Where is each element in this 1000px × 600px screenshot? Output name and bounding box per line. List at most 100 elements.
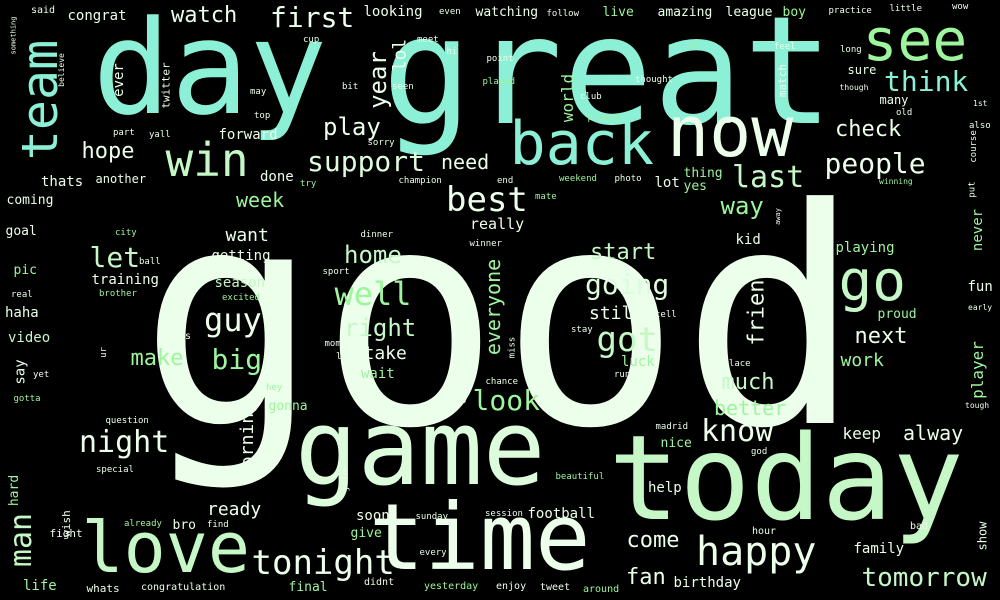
word-better: better [714, 396, 787, 420]
word-tell: tell [655, 309, 677, 320]
word-tough: tough [965, 401, 990, 410]
word-football: football [527, 506, 595, 522]
word-let: let [89, 241, 141, 274]
word-ur: ur [98, 346, 109, 358]
word-need: need [441, 150, 490, 174]
word-now: now [667, 91, 794, 173]
word-point: point [486, 53, 514, 64]
word-world: world [558, 73, 578, 123]
word-vs: vs [688, 40, 700, 51]
word-luck: luck [621, 354, 655, 370]
word-tweet: tweet [540, 582, 571, 593]
word-even: even [439, 6, 461, 17]
word-photo: photo [614, 173, 642, 184]
word-old: old [896, 107, 913, 118]
word-winner: winner [469, 238, 503, 249]
word-follow: follow [546, 8, 580, 19]
word-show: show [974, 521, 989, 551]
word-really: really [470, 214, 525, 233]
word-played: played [482, 76, 516, 87]
word-alway: alway [903, 421, 964, 445]
word-join: join [340, 469, 351, 491]
word-ball: ball [139, 256, 161, 267]
word-year: year [363, 51, 392, 109]
word-already: already [124, 518, 162, 529]
word-thought: thought [635, 74, 673, 85]
word-playing: playing [835, 240, 895, 256]
word-dinner: dinner [360, 229, 394, 240]
word-home: home [344, 241, 402, 269]
word-club: club [580, 91, 602, 102]
word-start: start [590, 240, 657, 265]
word-god: god [751, 446, 768, 457]
word-another: another [95, 172, 147, 186]
word-practice: practice [828, 5, 872, 16]
word-big: big [211, 343, 263, 376]
word-people: people [824, 147, 926, 180]
word-yet: yet [33, 369, 50, 380]
word-ever: ever [110, 63, 127, 97]
word-yes: yes [683, 178, 707, 194]
word-player: player [967, 341, 987, 399]
word-twitter: twitter [159, 61, 173, 109]
word-miss: miss [507, 336, 518, 358]
word-sunday: sunday [415, 511, 449, 522]
word-excited: excited [222, 292, 260, 303]
word-weekend: weekend [559, 173, 597, 184]
word-around: around [583, 584, 620, 595]
word-support: support [307, 145, 426, 178]
word-sure: sure [847, 63, 877, 77]
word-haha: haha [5, 305, 39, 321]
word-run: run [614, 369, 631, 380]
word-yesterday: yesterday [424, 581, 479, 592]
word-course: course [968, 129, 979, 163]
word-bit: bit [342, 81, 359, 92]
word-fight: fight [49, 526, 83, 540]
word-watching: watching [475, 4, 539, 20]
word-cup: cup [303, 34, 320, 45]
word-going: going [585, 268, 670, 301]
word-wish: wish [59, 509, 73, 537]
word-away: away [773, 207, 782, 225]
word-gonna: gonna [268, 398, 308, 414]
word-great: great [382, 0, 834, 159]
word-happy: happy [696, 529, 817, 575]
word-match: match [775, 63, 789, 97]
word-morning: morning [236, 402, 258, 478]
word-hope: hope [81, 139, 135, 164]
word-special: special [96, 464, 134, 475]
word-also: also [969, 120, 991, 131]
word-time: time [369, 484, 591, 591]
word-mate: mate [535, 191, 557, 202]
word-united: united [572, 263, 606, 274]
word-every: every [419, 547, 447, 558]
word-hour: hour [752, 526, 777, 537]
word-session: session [485, 508, 523, 519]
word-winning: winning [879, 177, 913, 186]
word-look: look [472, 384, 540, 417]
word-league: league [725, 4, 773, 20]
word-little: little [889, 3, 923, 14]
word-may: may [250, 86, 267, 97]
word-life: life [23, 578, 57, 594]
word-last: last [732, 160, 805, 195]
word-lol: lol [388, 38, 410, 72]
word-watch: watch [171, 3, 238, 28]
word-stay: stay [571, 324, 593, 335]
word-place: place [723, 358, 751, 369]
word-gotta: gotta [13, 393, 41, 404]
word-wow: wow [952, 1, 969, 12]
word-forward: forward [218, 127, 278, 143]
word-left: left [336, 351, 358, 362]
word-thats: thats [41, 174, 84, 190]
word-sorry: sorry [367, 137, 395, 148]
word-wait: wait [361, 366, 395, 382]
word-guy: guy [204, 301, 262, 339]
word-chance: chance [485, 376, 519, 387]
word-champion: champion [398, 175, 442, 186]
word-friend: friend [744, 266, 770, 346]
word-two: two [450, 395, 467, 406]
word-know: know [701, 414, 774, 449]
word-boy: boy [782, 4, 806, 20]
word-coming: coming [6, 192, 54, 208]
